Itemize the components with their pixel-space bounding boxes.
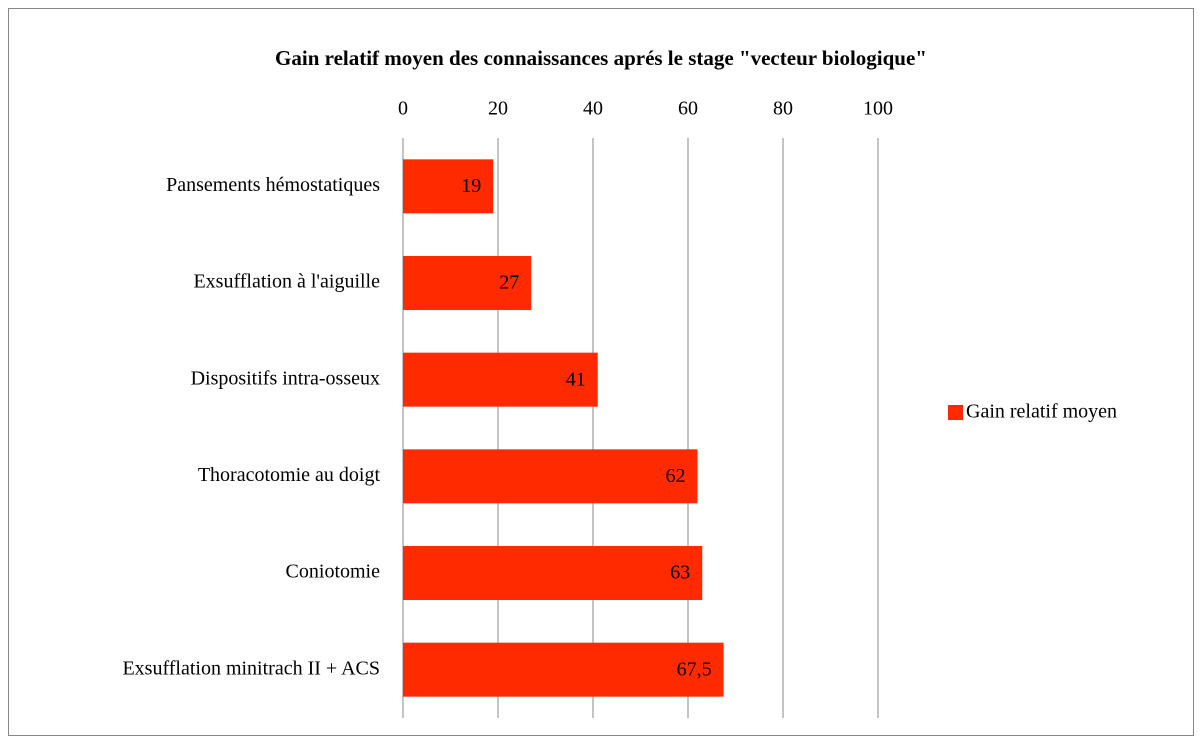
y-tick-label: Thoracotomie au doigt bbox=[198, 464, 381, 486]
bar bbox=[403, 546, 703, 600]
bar bbox=[403, 352, 598, 407]
value-label: 19 bbox=[461, 175, 481, 197]
value-label: 62 bbox=[666, 465, 686, 487]
y-tick-label: Pansements hémostatiques bbox=[166, 174, 380, 196]
chart-title: Gain relatif moyen des connaissances apr… bbox=[275, 46, 927, 70]
x-tick-label: 60 bbox=[678, 98, 698, 120]
x-tick-label: 20 bbox=[488, 98, 508, 120]
value-label: 41 bbox=[566, 368, 586, 390]
chart-border bbox=[8, 8, 1194, 736]
x-tick-label: 100 bbox=[863, 98, 893, 120]
x-tick-label: 0 bbox=[398, 98, 408, 120]
y-tick-label: Dispositifs intra-osseux bbox=[191, 367, 380, 389]
x-tick-label: 40 bbox=[583, 98, 603, 120]
x-tick-label: 80 bbox=[773, 98, 793, 120]
legend-swatch bbox=[948, 405, 963, 420]
y-tick-label: Exsufflation minitrach II + ACS bbox=[122, 657, 380, 679]
value-label: 27 bbox=[499, 272, 519, 294]
value-label: 63 bbox=[670, 562, 690, 584]
legend-label: Gain relatif moyen bbox=[966, 401, 1117, 423]
bar bbox=[403, 256, 532, 310]
bar bbox=[403, 159, 494, 214]
bar bbox=[403, 642, 724, 697]
value-label: 67,5 bbox=[677, 658, 712, 680]
bar bbox=[403, 449, 698, 504]
y-tick-label: Coniotomie bbox=[286, 561, 381, 583]
y-tick-label: Exsufflation à l'aiguille bbox=[193, 271, 380, 293]
